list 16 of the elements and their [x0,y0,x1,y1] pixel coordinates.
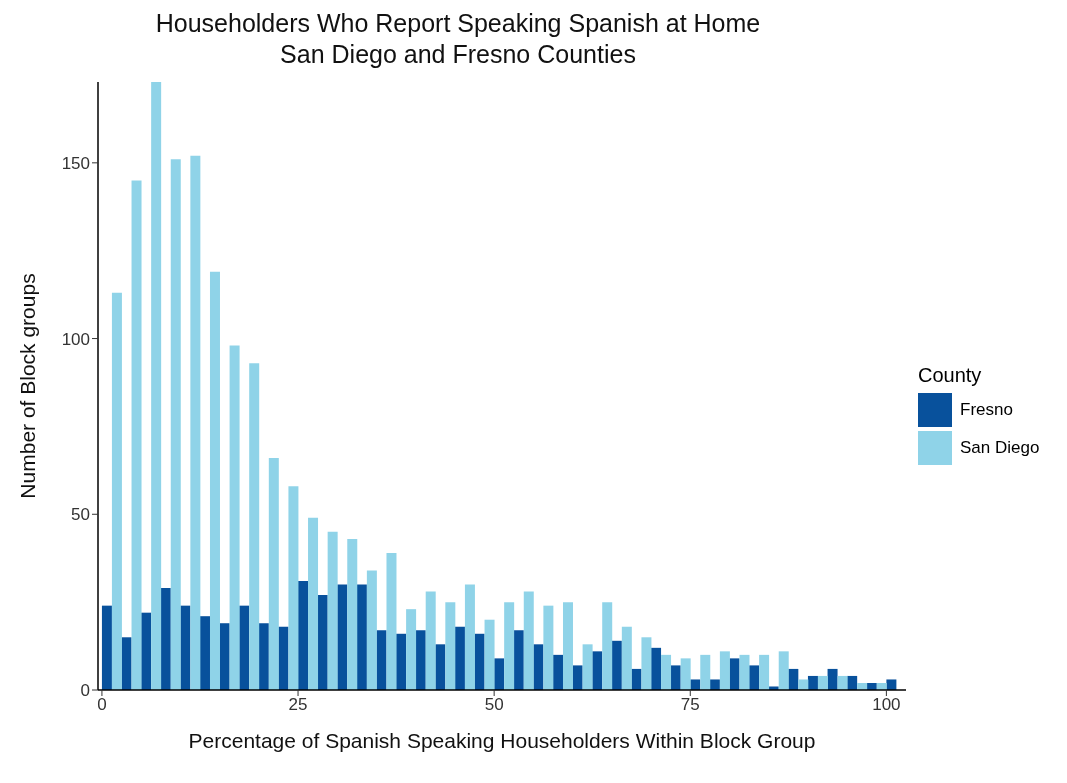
legend-title: County [918,363,983,387]
x-tick-label: 100 [872,695,901,715]
x-axis-title: Percentage of Spanish Speaking Householders Within Block Group [188,729,816,752]
y-tick-label: 0 [80,681,90,701]
y-tick-label: 100 [61,329,90,349]
x-tick-label: 25 [288,695,308,715]
y-axis-title: Number of Block groups [16,273,40,499]
chart-subtitle: San Diego and Fresno Counties [279,39,637,70]
y-tick-label: 150 [61,153,90,173]
legend-label: San Diego [960,437,1040,458]
x-tick-label: 50 [484,695,504,715]
x-tick-label: 75 [680,695,700,715]
y-tick-label: 50 [71,505,90,525]
chart-title: Householders Who Report Speaking Spanish at Home [154,8,762,39]
legend-label: Fresno [960,399,1013,420]
x-tick-label: 0 [97,695,107,715]
